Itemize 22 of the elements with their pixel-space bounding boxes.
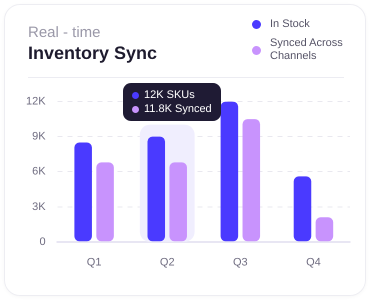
chart-title: Inventory Sync — [28, 43, 158, 64]
bar — [96, 162, 114, 242]
x-tick-label: Q2 — [160, 256, 175, 268]
bar — [242, 119, 260, 242]
bar — [220, 102, 238, 242]
y-tick-label: 12K — [26, 96, 46, 108]
y-tick-label: 6K — [32, 166, 46, 178]
y-tick-label: 9K — [32, 130, 46, 143]
x-tick-label: Q3 — [232, 256, 248, 268]
bar — [169, 162, 187, 242]
bar — [316, 217, 334, 242]
legend-label: In Stock — [270, 18, 310, 31]
legend-label: Synced Across Channels — [270, 37, 344, 63]
tooltip: 12K SKUs 11.8K Synced — [123, 83, 221, 121]
annotation: 11.8K Synced — [144, 102, 212, 116]
x-tick-label: Q1 — [86, 256, 102, 268]
y-tick-label: 0 — [39, 236, 46, 248]
chart-subtitle: Real - time — [28, 24, 101, 41]
y-tick-label: 3K — [32, 200, 46, 213]
x-tick-label: Q4 — [306, 256, 321, 268]
bar — [74, 142, 92, 242]
bar — [294, 176, 312, 242]
